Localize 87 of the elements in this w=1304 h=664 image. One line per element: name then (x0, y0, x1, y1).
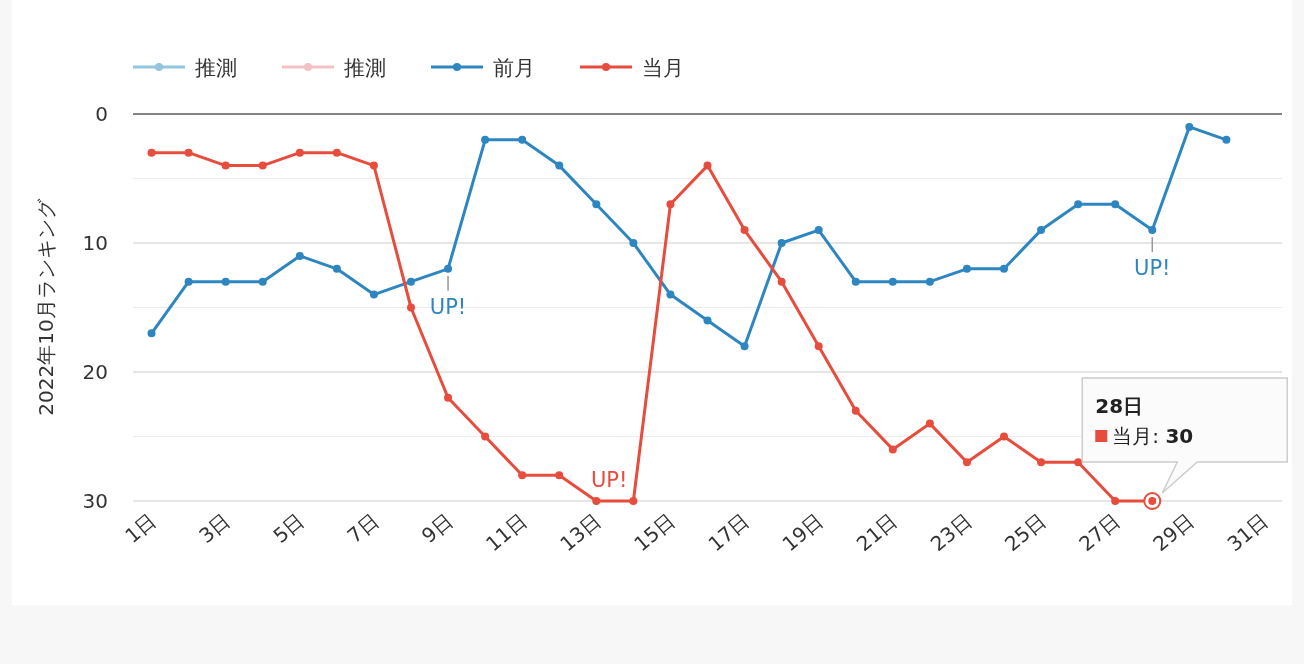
x-tick-label: 7日 (342, 508, 384, 548)
x-tick-label: 17日 (703, 508, 754, 557)
point (703, 161, 712, 170)
point (925, 277, 934, 286)
point (740, 342, 749, 351)
x-tick-label: 1日 (120, 508, 161, 548)
point (592, 497, 601, 505)
point (1000, 432, 1009, 441)
point (1074, 458, 1083, 467)
point (295, 251, 304, 260)
point (332, 264, 341, 273)
x-tick-label: 31日 (1222, 508, 1273, 557)
point (1000, 264, 1009, 273)
point (184, 277, 193, 286)
point (332, 148, 341, 157)
point (444, 264, 453, 273)
point (888, 277, 897, 286)
point (814, 342, 823, 351)
point (851, 406, 860, 415)
x-tick-label: 25日 (1000, 508, 1051, 557)
annotation: UP! (429, 294, 467, 319)
x-tick-label: 9日 (416, 508, 458, 548)
point (629, 239, 638, 247)
x-tick-label: 23日 (925, 508, 977, 557)
point (406, 303, 415, 312)
point (295, 148, 304, 157)
point (369, 290, 378, 299)
point (258, 161, 267, 170)
annotation: 当月: 30 (1112, 424, 1194, 448)
x-tick-label: 19日 (777, 508, 828, 557)
legend-label: 前月 (493, 56, 535, 80)
y-tick-label: 0 (95, 102, 108, 126)
point (518, 135, 527, 144)
point (666, 200, 675, 209)
point (814, 226, 823, 235)
point (1037, 226, 1046, 235)
x-tick-label: 5日 (268, 508, 309, 548)
point (147, 148, 156, 157)
x-tick-label: 27日 (1074, 508, 1125, 557)
annotation: 28日 (1095, 394, 1144, 418)
legend-label: 当月 (642, 56, 684, 80)
y-tick-label: 30 (82, 489, 108, 513)
point (1111, 497, 1120, 505)
x-tick-label: 21日 (851, 508, 903, 557)
x-tick-label: 13日 (555, 508, 606, 557)
y-tick-label: 20 (82, 360, 108, 384)
point (555, 161, 564, 170)
point (444, 393, 453, 402)
point (1074, 200, 1083, 209)
point (1185, 122, 1194, 131)
point (1148, 226, 1157, 235)
point (555, 471, 564, 480)
point (1222, 135, 1231, 144)
point (851, 277, 860, 286)
point (369, 161, 378, 170)
annotation: UP! (1134, 256, 1171, 281)
point (777, 239, 786, 247)
y-tick-label: 10 (82, 231, 108, 255)
point (184, 148, 193, 157)
annotation: UP! (590, 468, 628, 492)
point (962, 458, 971, 467)
legend-label: 推測 (344, 56, 386, 80)
point (1111, 200, 1120, 209)
x-tick-label: 29日 (1148, 508, 1199, 557)
point (481, 432, 490, 441)
point (221, 161, 230, 170)
legend-label: 推測 (195, 56, 237, 80)
point (147, 329, 156, 338)
point (406, 277, 415, 286)
point (592, 200, 601, 209)
point (629, 497, 638, 505)
point (666, 290, 675, 299)
point (740, 226, 749, 235)
point (703, 316, 712, 325)
point (221, 277, 230, 286)
point (777, 277, 786, 286)
y-axis-title: 2022年10月ランキング (34, 198, 58, 416)
point (888, 445, 897, 454)
point (518, 471, 527, 480)
point (1037, 458, 1046, 467)
x-tick-label: 11日 (481, 508, 532, 557)
x-tick-label: 15日 (629, 508, 680, 557)
point (925, 419, 934, 428)
point (258, 277, 267, 286)
x-tick-label: 3日 (194, 508, 235, 548)
point (481, 135, 490, 144)
point (962, 264, 971, 273)
